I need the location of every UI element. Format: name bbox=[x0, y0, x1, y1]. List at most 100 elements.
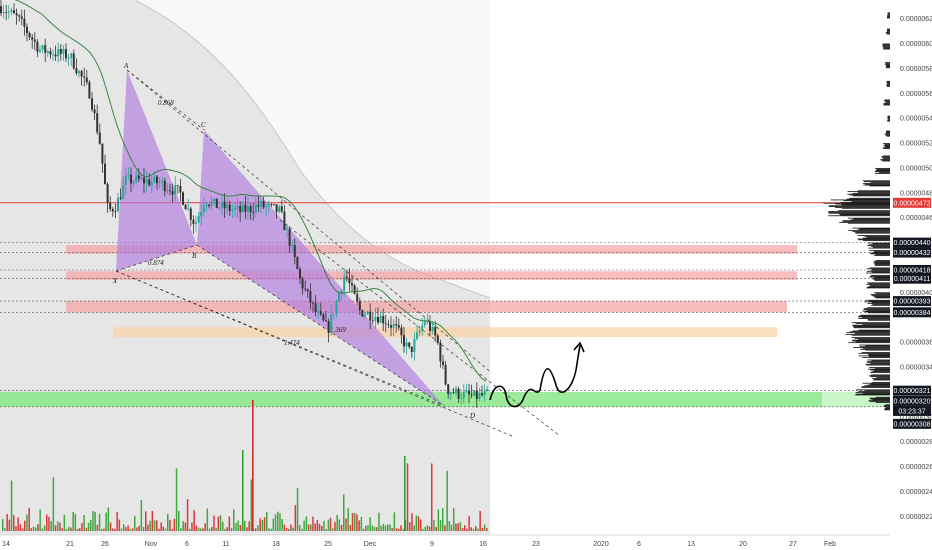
volume-bar bbox=[369, 517, 371, 531]
profile-bar bbox=[886, 130, 890, 132]
candle bbox=[101, 143, 104, 164]
profile-bar bbox=[861, 352, 890, 353]
support-zone-extension bbox=[822, 391, 890, 407]
volume-bar bbox=[224, 528, 226, 531]
candle bbox=[405, 342, 408, 347]
volume-bar bbox=[382, 523, 385, 531]
profile-bar bbox=[883, 103, 890, 105]
time-tick-label: 26 bbox=[101, 541, 109, 548]
volume-bar bbox=[459, 521, 462, 531]
volume-bar bbox=[338, 519, 341, 531]
profile-bar bbox=[887, 13, 890, 15]
profile-bar bbox=[873, 279, 890, 281]
volume-bar bbox=[442, 508, 444, 531]
profile-bar bbox=[855, 341, 890, 343]
profile-bar bbox=[869, 252, 890, 254]
volume-bar bbox=[197, 527, 200, 531]
profile-bar bbox=[872, 304, 890, 305]
volume-bar bbox=[470, 527, 473, 531]
profile-bar bbox=[851, 337, 890, 338]
profile-bar bbox=[860, 348, 890, 350]
volume-bar bbox=[193, 510, 195, 531]
projection-path bbox=[489, 344, 581, 408]
candle bbox=[150, 181, 153, 186]
profile-bar bbox=[873, 370, 890, 372]
candle bbox=[340, 290, 343, 294]
candle bbox=[36, 41, 39, 52]
profile-bar bbox=[874, 264, 890, 266]
profile-bar bbox=[886, 30, 890, 32]
profile-bar bbox=[851, 334, 890, 336]
profile-bar bbox=[854, 231, 890, 233]
candle bbox=[343, 276, 346, 291]
ratio-line-xd bbox=[115, 270, 445, 407]
profile-bar bbox=[876, 168, 890, 170]
profile-bar bbox=[866, 364, 890, 366]
candle bbox=[481, 393, 483, 396]
candle bbox=[330, 314, 333, 333]
profile-bar bbox=[882, 46, 890, 47]
price-marker-label: 0.00000384 bbox=[894, 310, 931, 317]
candle bbox=[460, 398, 463, 400]
candle bbox=[335, 301, 338, 315]
profile-bar bbox=[883, 406, 890, 407]
candle bbox=[244, 204, 247, 212]
profile-bar bbox=[828, 206, 890, 208]
candle bbox=[436, 335, 439, 343]
volume-bar bbox=[59, 522, 61, 531]
profile-bar bbox=[872, 243, 890, 245]
profile-bar bbox=[872, 399, 890, 401]
volume-bar bbox=[213, 515, 215, 531]
profile-bar bbox=[871, 302, 890, 304]
profile-bar bbox=[886, 64, 890, 66]
volume-bar bbox=[307, 524, 310, 531]
profile-bar bbox=[874, 265, 890, 266]
candle bbox=[470, 394, 473, 396]
candle bbox=[247, 206, 249, 212]
candle bbox=[202, 206, 205, 212]
volume-bar bbox=[334, 521, 336, 531]
volume-bar bbox=[72, 511, 74, 531]
candle bbox=[348, 278, 351, 284]
time-axis[interactable]: 14 21 26 Nov 6 11 18 25 Dec 9 16 23 2020 6 13 20 27 Feb bbox=[0, 534, 932, 550]
profile-bar bbox=[885, 134, 890, 136]
profile-bar bbox=[871, 304, 890, 306]
candle bbox=[392, 324, 395, 328]
price-marker-label: 0.00000320 bbox=[894, 398, 931, 405]
profile-bar bbox=[875, 401, 890, 403]
candle bbox=[369, 311, 372, 321]
volume-bar bbox=[101, 528, 103, 531]
candle bbox=[111, 208, 114, 212]
volume-bar bbox=[400, 525, 402, 531]
profile-bar bbox=[876, 169, 890, 171]
candle bbox=[59, 49, 62, 54]
candle bbox=[257, 204, 260, 207]
profile-bar bbox=[879, 172, 890, 174]
candle bbox=[31, 37, 34, 40]
profile-bar bbox=[887, 115, 890, 117]
candle bbox=[208, 204, 210, 206]
profile-bar bbox=[873, 262, 890, 264]
volume-bar bbox=[406, 463, 409, 531]
candle bbox=[67, 57, 70, 59]
profile-bar bbox=[865, 183, 890, 185]
candle bbox=[161, 180, 164, 183]
profile-bar bbox=[886, 85, 890, 87]
volume-bar bbox=[87, 522, 90, 531]
candle bbox=[483, 391, 486, 396]
volume-bar bbox=[310, 524, 312, 531]
profile-bar bbox=[886, 85, 890, 86]
profile-bar bbox=[886, 33, 890, 35]
volume-bar bbox=[41, 528, 44, 531]
volume-bar bbox=[48, 516, 50, 531]
candle bbox=[182, 192, 184, 205]
time-tick-label: 27 bbox=[789, 541, 797, 548]
profile-bar bbox=[876, 377, 890, 378]
profile-bar bbox=[855, 391, 890, 393]
candle bbox=[46, 51, 49, 53]
volume-bar bbox=[250, 479, 253, 531]
profile-bar bbox=[869, 267, 890, 269]
candle bbox=[57, 49, 60, 57]
